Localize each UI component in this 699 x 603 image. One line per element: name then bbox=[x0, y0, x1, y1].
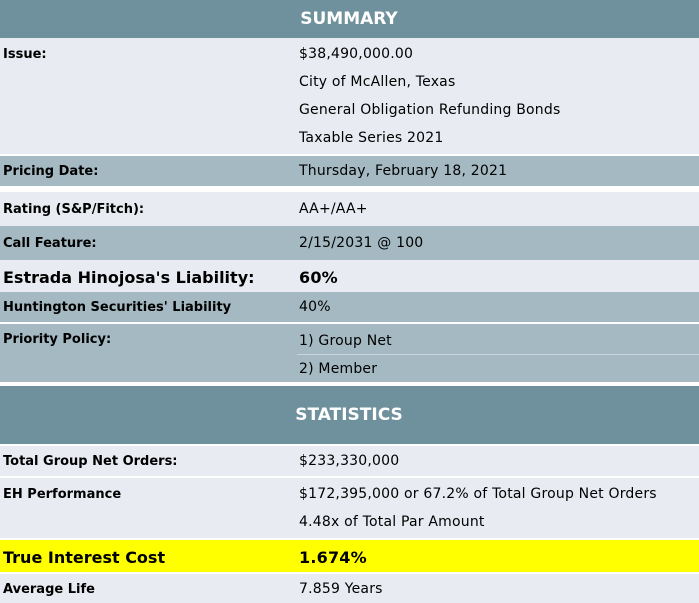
pricing-date-label: Pricing Date: bbox=[3, 164, 99, 179]
hs-liability-row: Huntington Securities' Liability 40% bbox=[0, 292, 699, 322]
eh-performance-par: 4.48x of Total Par Amount bbox=[299, 514, 485, 530]
total-group-net-orders-row: Total Group Net Orders: $233,330,000 bbox=[0, 446, 699, 476]
call-feature-row: Call Feature: 2/15/2031 @ 100 bbox=[0, 226, 699, 260]
issue-issuer: City of McAllen, Texas bbox=[299, 74, 456, 90]
average-life-label: Average Life bbox=[3, 582, 95, 597]
pricing-date-row: Pricing Date: Thursday, February 18, 202… bbox=[0, 156, 699, 186]
priority-policy-divider bbox=[297, 354, 699, 355]
statistics-header-label: STATISTICS bbox=[295, 405, 403, 425]
summary-header-label: SUMMARY bbox=[300, 9, 398, 29]
summary-header: SUMMARY bbox=[0, 0, 699, 38]
average-life-value: 7.859 Years bbox=[299, 581, 383, 597]
eh-performance-row: EH Performance $172,395,000 or 67.2% of … bbox=[0, 478, 699, 538]
average-life-row: Average Life 7.859 Years bbox=[0, 574, 699, 603]
rating-label: Rating (S&P/Fitch): bbox=[3, 202, 145, 217]
issue-amount: $38,490,000.00 bbox=[299, 46, 414, 62]
priority-policy-row: Priority Policy: 1) Group Net 2) Member bbox=[0, 324, 699, 382]
rating-value: AA+/AA+ bbox=[299, 201, 368, 217]
priority-policy-second: 2) Member bbox=[299, 361, 378, 377]
pricing-date-value: Thursday, February 18, 2021 bbox=[299, 163, 508, 179]
priority-policy-label: Priority Policy: bbox=[3, 332, 112, 347]
eh-performance-label: EH Performance bbox=[3, 487, 122, 502]
eh-liability-row: Estrada Hinojosa's Liability: 60% bbox=[0, 260, 699, 292]
issue-bond-type: General Obligation Refunding Bonds bbox=[299, 102, 561, 118]
eh-liability-label: Estrada Hinojosa's Liability: bbox=[3, 268, 255, 287]
eh-performance-orders: $172,395,000 or 67.2% of Total Group Net… bbox=[299, 486, 657, 502]
true-interest-cost-row: True Interest Cost 1.674% bbox=[0, 540, 699, 572]
issue-label: Issue: bbox=[3, 47, 47, 62]
total-group-net-orders-label: Total Group Net Orders: bbox=[3, 454, 178, 469]
true-interest-cost-label: True Interest Cost bbox=[3, 548, 166, 567]
rating-row: Rating (S&P/Fitch): AA+/AA+ bbox=[0, 192, 699, 226]
issue-series: Taxable Series 2021 bbox=[299, 130, 444, 146]
eh-liability-value: 60% bbox=[299, 268, 338, 287]
issue-row: Issue: $38,490,000.00 City of McAllen, T… bbox=[0, 38, 699, 154]
call-feature-value: 2/15/2031 @ 100 bbox=[299, 235, 424, 251]
priority-policy-first: 1) Group Net bbox=[299, 333, 392, 349]
hs-liability-label: Huntington Securities' Liability bbox=[3, 300, 232, 315]
true-interest-cost-value: 1.674% bbox=[299, 548, 367, 567]
hs-liability-value: 40% bbox=[299, 299, 331, 315]
call-feature-label: Call Feature: bbox=[3, 236, 97, 251]
total-group-net-orders-value: $233,330,000 bbox=[299, 453, 400, 469]
statistics-header: STATISTICS bbox=[0, 386, 699, 444]
